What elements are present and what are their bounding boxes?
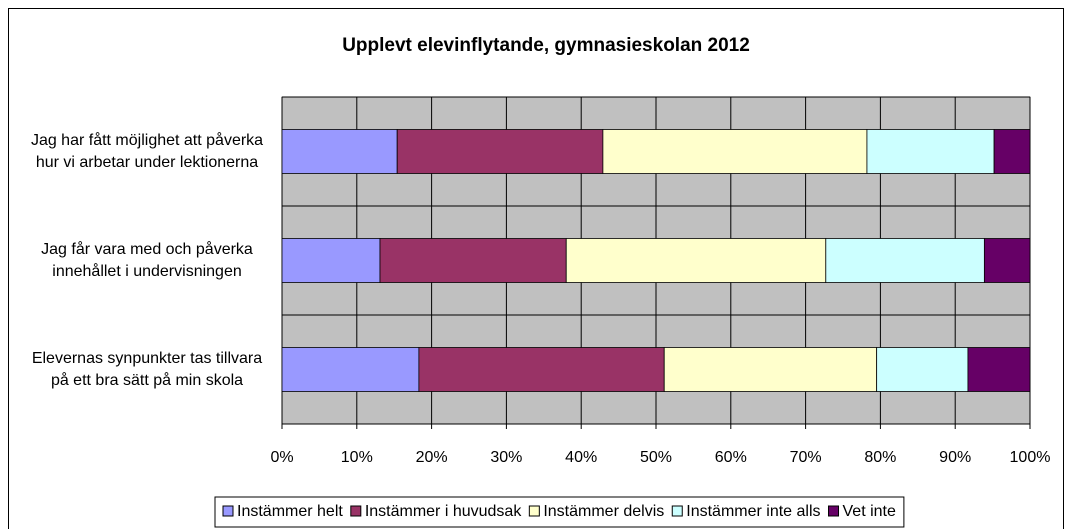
legend-swatch (222, 505, 234, 517)
x-tick-label: 30% (490, 449, 522, 466)
category-label: Jag får vara med och påverka innehållet … (41, 240, 253, 280)
legend-swatch (828, 505, 840, 517)
x-tick-label: 50% (640, 449, 672, 466)
legend-box (214, 496, 905, 528)
x-tick-label: 0% (270, 449, 293, 466)
x-tick-label: 20% (416, 449, 448, 466)
bar-segment (866, 129, 995, 174)
legend-label: Instämmer delvis (543, 503, 664, 520)
legend-label: Instämmer inte alls (686, 503, 820, 520)
x-tick-label: 70% (790, 449, 822, 466)
bar-segment (281, 129, 398, 174)
bar-segment (876, 347, 969, 392)
legend-swatch (671, 505, 683, 517)
bar-segment (983, 238, 1031, 283)
bar-segment (663, 347, 878, 392)
x-tick-label: 60% (715, 449, 747, 466)
bar-segment (565, 238, 827, 283)
bar-segment (379, 238, 567, 283)
legend-label: Instämmer helt (237, 503, 343, 520)
chart-title: Upplevt elevinflytande, gymnasieskolan 2… (342, 35, 750, 56)
bar-segment (281, 238, 381, 283)
bar-segment (602, 129, 868, 174)
category-label: Jag har fått möjlighet att påverka hur v… (30, 131, 264, 171)
x-tick-label: 100% (1010, 449, 1051, 466)
category-label: Elevernas synpunkter tas tillvara på ett… (31, 349, 263, 389)
x-tick-label: 90% (939, 449, 971, 466)
bar-segment (967, 347, 1031, 392)
legend-label: Vet inte (843, 503, 896, 520)
x-tick-label: 80% (864, 449, 896, 466)
x-tick-label: 40% (565, 449, 597, 466)
legend-label: Instämmer i huvudsak (365, 503, 523, 520)
bar-segment (281, 347, 420, 392)
bar-segment (993, 129, 1031, 174)
x-tick-label: 10% (341, 449, 373, 466)
bar-segment (825, 238, 985, 283)
legend-swatch (350, 505, 362, 517)
bar-segment (418, 347, 665, 392)
legend-swatch (528, 505, 540, 517)
bar-segment (396, 129, 604, 174)
